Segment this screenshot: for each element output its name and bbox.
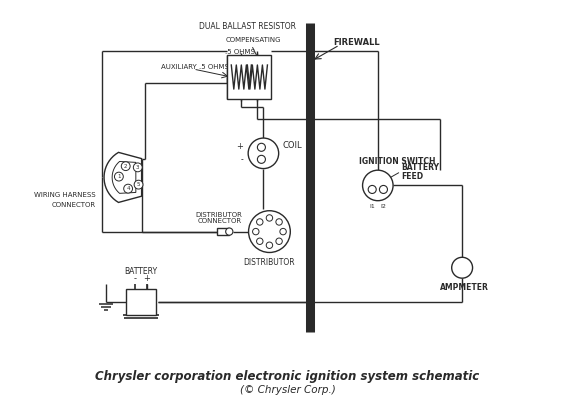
Text: AUXILIARY .5 OHMS: AUXILIARY .5 OHMS (161, 64, 229, 70)
Text: BATTERY: BATTERY (124, 267, 158, 276)
Text: DUAL BALLAST RESISTOR: DUAL BALLAST RESISTOR (199, 22, 296, 31)
Circle shape (121, 162, 130, 171)
Text: .5 OHMS: .5 OHMS (225, 49, 255, 55)
Circle shape (134, 180, 143, 189)
Text: DISTRIBUTOR: DISTRIBUTOR (244, 258, 295, 267)
Circle shape (266, 215, 273, 221)
Text: 1: 1 (117, 174, 121, 179)
Text: 5: 5 (137, 182, 140, 187)
Circle shape (276, 219, 282, 225)
Circle shape (258, 143, 266, 151)
Bar (126, 289, 156, 315)
Circle shape (114, 172, 123, 181)
Text: +: + (236, 142, 243, 151)
Bar (217, 228, 229, 235)
Circle shape (266, 242, 273, 248)
Text: Chrysler corporation electronic ignition system schematic: Chrysler corporation electronic ignition… (95, 370, 480, 383)
Text: (© Chrysler Corp.): (© Chrysler Corp.) (240, 385, 335, 395)
Text: IGNITION SWITCH: IGNITION SWITCH (359, 157, 435, 166)
Text: +: + (144, 274, 151, 283)
Circle shape (256, 219, 263, 225)
Text: -: - (240, 155, 243, 164)
Circle shape (368, 186, 376, 193)
Circle shape (256, 238, 263, 245)
Circle shape (252, 228, 259, 235)
Text: -: - (133, 274, 136, 283)
Circle shape (380, 186, 388, 193)
Text: 2: 2 (124, 164, 128, 168)
Circle shape (276, 238, 282, 245)
Text: CONNECTOR: CONNECTOR (197, 218, 242, 224)
Text: AMPMETER: AMPMETER (440, 283, 489, 292)
Text: WIRING HARNESS: WIRING HARNESS (34, 192, 96, 198)
Text: FIREWALL: FIREWALL (334, 38, 380, 48)
Text: I1: I1 (369, 204, 375, 209)
Text: I2: I2 (381, 204, 386, 209)
Polygon shape (104, 152, 141, 202)
Bar (227, 55, 271, 99)
Circle shape (258, 155, 266, 163)
Text: 3: 3 (136, 165, 140, 170)
Circle shape (124, 184, 133, 193)
Circle shape (363, 170, 393, 201)
Polygon shape (112, 162, 136, 193)
Text: CONNECTOR: CONNECTOR (52, 202, 96, 208)
Text: FEED: FEED (401, 172, 423, 181)
Circle shape (225, 228, 233, 235)
Circle shape (280, 228, 286, 235)
Circle shape (133, 163, 142, 172)
Text: DISTRIBUTOR: DISTRIBUTOR (196, 212, 243, 218)
Text: BATTERY: BATTERY (401, 163, 439, 172)
Text: COMPENSATING: COMPENSATING (225, 37, 281, 43)
Circle shape (248, 138, 279, 168)
Circle shape (452, 257, 473, 278)
Text: 4: 4 (126, 186, 130, 191)
Circle shape (248, 211, 290, 252)
Text: COIL: COIL (283, 141, 302, 150)
